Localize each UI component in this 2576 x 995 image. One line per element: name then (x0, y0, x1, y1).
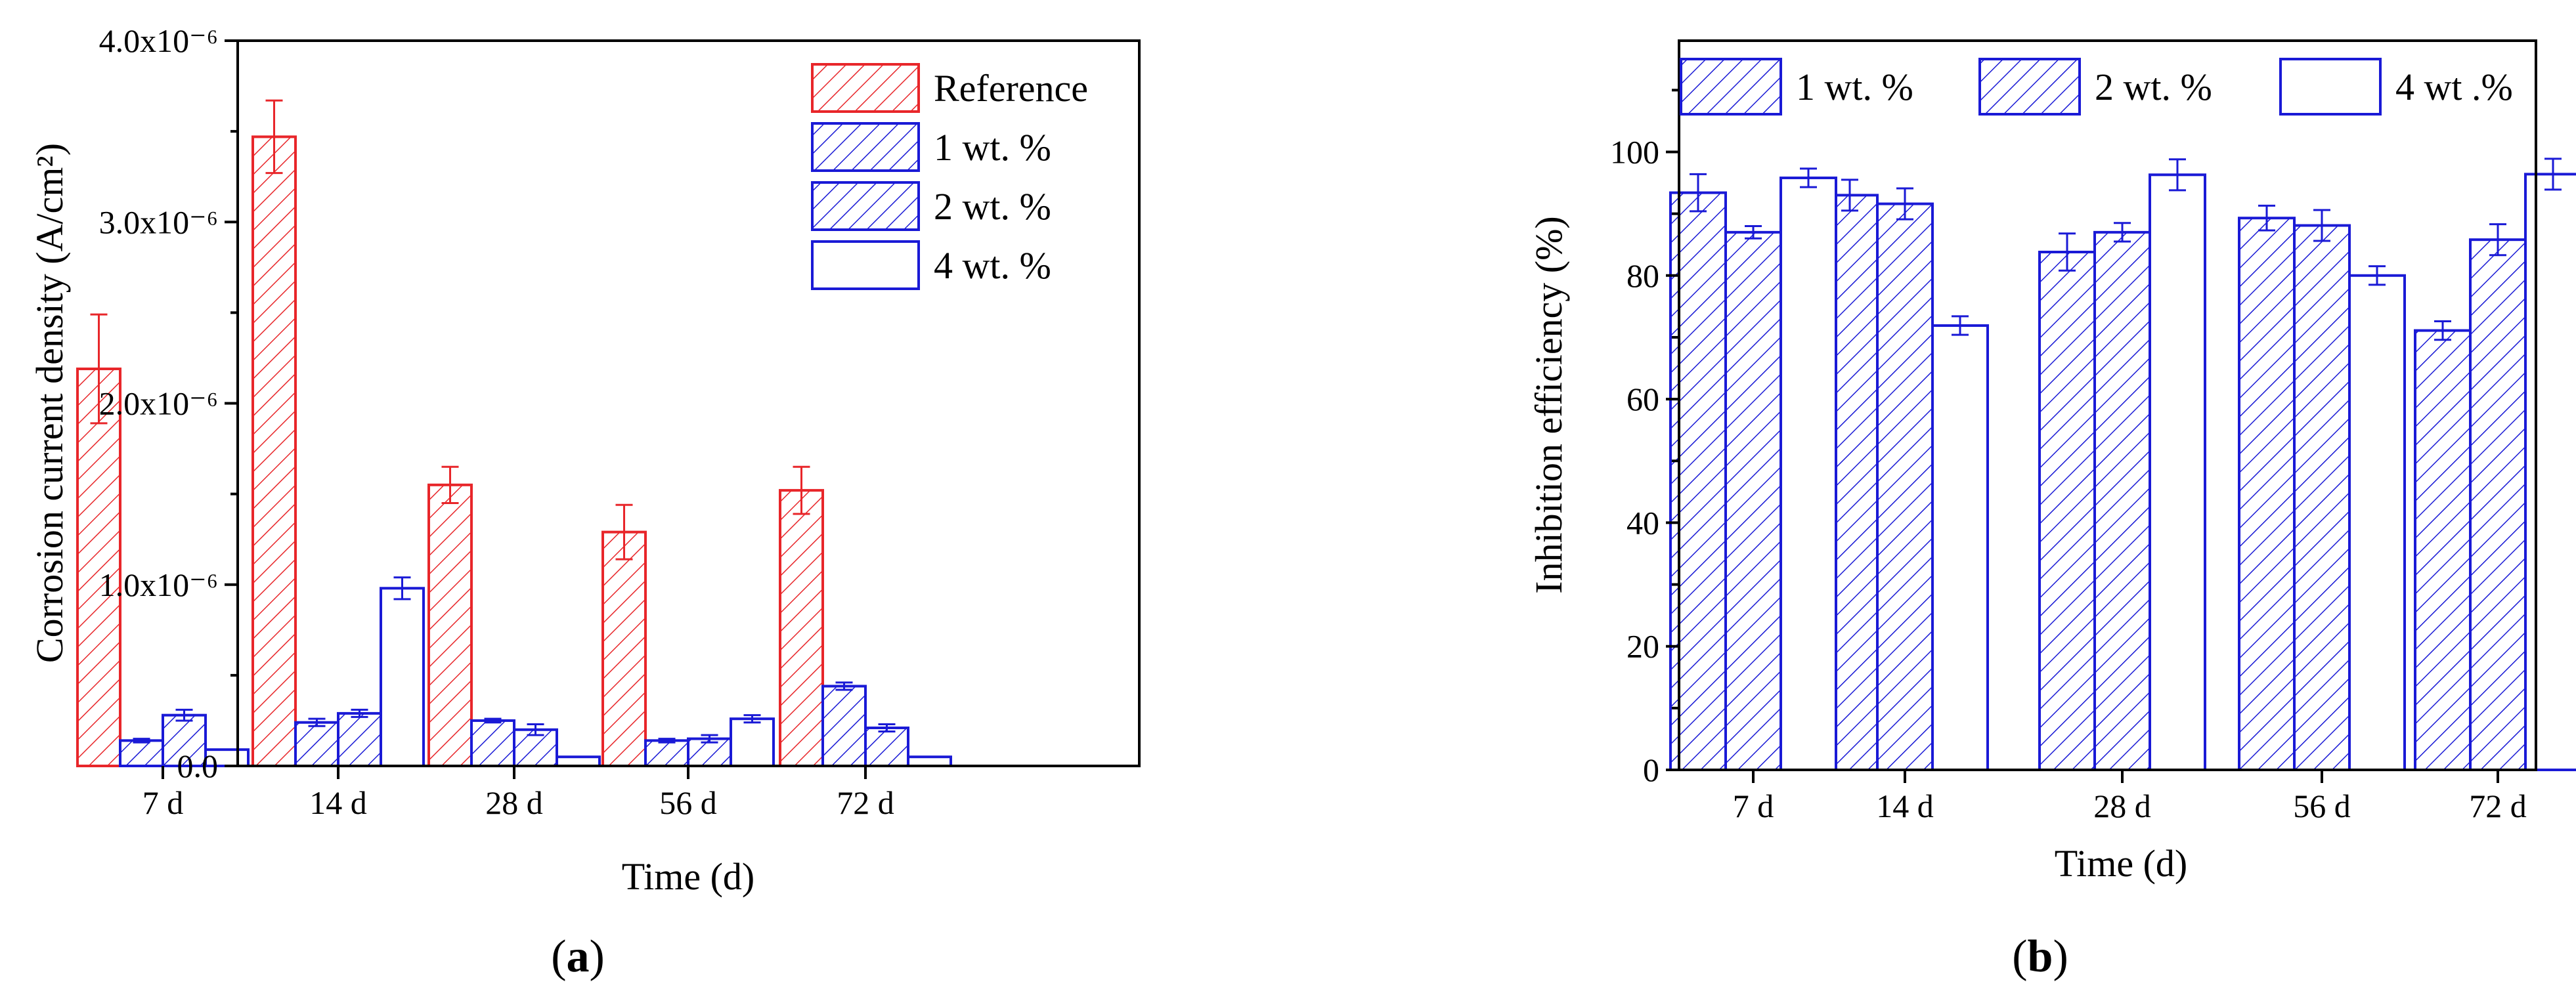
chart-b-bar-1-4 (2469, 238, 2527, 771)
chart-b-y-tick-label: 20 (1626, 628, 1659, 665)
chart-a-y-tick-label: 0.0 (177, 748, 219, 784)
chart-b-panel-letter: b (2028, 931, 2053, 982)
chart-a-legend-label-3: 4 wt. % (934, 244, 1051, 287)
chart-b-legend-label-2: 4 wt .% (2395, 66, 2513, 108)
chart-a-x-ticks: 7 d 14 d 28 d 56 d 72 d (142, 766, 894, 821)
chart-b-bar-1-2 (2093, 230, 2151, 772)
chart-b-x-tick-label: 14 d (1876, 788, 1934, 824)
chart-a-legend-swatch-0 (811, 63, 920, 113)
chart-a-legend-label-1: 1 wt. % (934, 126, 1051, 169)
chart-a-y-tick-label: 2.0x10⁻⁶ (99, 385, 218, 422)
chart-a-bar-1-3 (644, 739, 689, 767)
chart-b-y-axis-label: Inhibition efficiency (%) (1527, 216, 1570, 594)
chart-a-x-tick-label: 56 d (659, 784, 717, 821)
chart-a-bar-0-4 (779, 489, 824, 767)
chart-b-panel-label: (b) (2012, 931, 2068, 982)
chart-a-marks (76, 99, 952, 768)
chart-a-bar-3-0 (204, 748, 250, 767)
chart-a-legend-swatch-2 (811, 181, 920, 231)
chart-a-bar-3-3 (730, 717, 775, 768)
chart-a-bar-3-4 (907, 755, 952, 767)
chart-a-panel-letter: a (567, 931, 590, 982)
chart-a-x-tick-label: 28 d (485, 784, 543, 821)
chart-a-bar-0-0 (76, 368, 121, 767)
chart-a-legend-swatch-1 (811, 122, 920, 172)
chart-a-bar-1-0 (119, 739, 164, 767)
chart-b-y-ticks: 0 20 40 60 80 100 (1610, 89, 1679, 788)
chart-a-bar-1-2 (470, 719, 515, 767)
chart-a-bar-0-2 (427, 483, 473, 767)
chart-b-y-tick-label: 0 (1643, 752, 1659, 788)
chart-a-bar-0-3 (601, 530, 647, 767)
chart-b-legend-swatch-0 (1680, 58, 1782, 116)
chart-b-bar-2-2 (2149, 173, 2206, 771)
chart-a-bar-3-2 (556, 755, 601, 767)
chart-a-y-axis-label: Corrosion current density (A/cm²) (28, 143, 71, 663)
chart-b-bar-0-4 (2414, 329, 2472, 771)
chart-a-panel-label: (a) (551, 931, 605, 982)
chart-a-bar-1-1 (294, 721, 339, 767)
chart-b-bar-2-1 (1931, 324, 1989, 771)
chart-b-legend-label-0: 1 wt. % (1796, 66, 1913, 108)
chart-b-bar-2-4 (2524, 173, 2576, 771)
chart-a-x-tick-label: 7 d (142, 784, 184, 821)
chart-a-y-tick-label: 3.0x10⁻⁶ (99, 203, 218, 240)
chart-b-bar-1-1 (1876, 202, 1934, 772)
chart-a-bar-3-1 (380, 587, 425, 768)
chart-b-x-tick-label: 7 d (1733, 788, 1774, 824)
chart-a-bar-1-4 (821, 685, 867, 767)
chart-a-bar-2-1 (337, 711, 382, 767)
chart-b-bar-2-3 (2348, 274, 2406, 771)
chart-a-legend: Reference 1 wt. % 2 wt. % 4 wt. % (811, 63, 1088, 290)
chart-b-x-tick-label: 56 d (2293, 788, 2351, 824)
chart-b-x-tick-label: 28 d (2093, 788, 2151, 824)
chart-a-y-tick-label: 4.0x10⁻⁶ (99, 22, 218, 59)
chart-a-x-tick-label: 72 d (837, 784, 894, 821)
chart-b-bar-2-0 (1779, 177, 1837, 772)
chart-b-y-tick-label: 60 (1626, 381, 1659, 417)
chart-a-y-ticks: 0.0 1.0x10⁻⁶ 2.0x10⁻⁶ 3.0x10⁻⁶ 4.0x10⁻⁶ (99, 22, 238, 784)
chart-b-bar-1-3 (2293, 224, 2351, 771)
chart-b-legend: 1 wt. % 2 wt. % 4 wt .% (1680, 58, 2513, 116)
chart-a-legend-label-0: Reference (934, 67, 1088, 110)
chart-b-y-tick-label: 40 (1626, 504, 1659, 541)
chart-b-legend-label-1: 2 wt. % (2095, 66, 2212, 108)
chart-b-x-tick-label: 72 d (2469, 788, 2527, 824)
chart-a-legend-swatch-3 (811, 240, 920, 290)
chart-b-legend-swatch-1 (1978, 58, 2081, 116)
chart-b-x-ticks: 7 d 14 d 28 d 56 d 72 d (1733, 770, 2527, 824)
chart-b-bar-0-3 (2238, 217, 2296, 772)
chart-b-y-tick-label: 80 (1626, 257, 1659, 294)
chart-b-x-axis-label: Time (d) (2055, 842, 2188, 885)
chart-panel-b: 0 20 40 60 80 100 7 d 14 d 28 d 56 d 72 d 1 wt. %… (1527, 39, 2576, 982)
chart-b-bar-1-0 (1724, 230, 1782, 772)
chart-panel-a: 0.0 1.0x10⁻⁶ 2.0x10⁻⁶ 3.0x10⁻⁶ 4.0x10⁻⁶ 7 d 1… (28, 22, 1141, 982)
chart-a-bar-0-1 (251, 135, 297, 768)
chart-a-y-tick-label: 1.0x10⁻⁶ (99, 566, 218, 603)
chart-b-bar-0-2 (2038, 251, 2096, 771)
chart-b-plot-frame (1678, 39, 2537, 771)
chart-a-x-axis-label: Time (d) (622, 855, 755, 898)
chart-a-x-tick-label: 14 d (309, 784, 367, 821)
chart-b-marks (1669, 158, 2576, 772)
chart-a-bar-2-4 (864, 726, 909, 768)
chart-b-y-tick-label: 100 (1610, 133, 1659, 170)
chart-a-legend-label-2: 2 wt. % (934, 185, 1051, 228)
chart-b-legend-swatch-2 (2279, 58, 2382, 116)
